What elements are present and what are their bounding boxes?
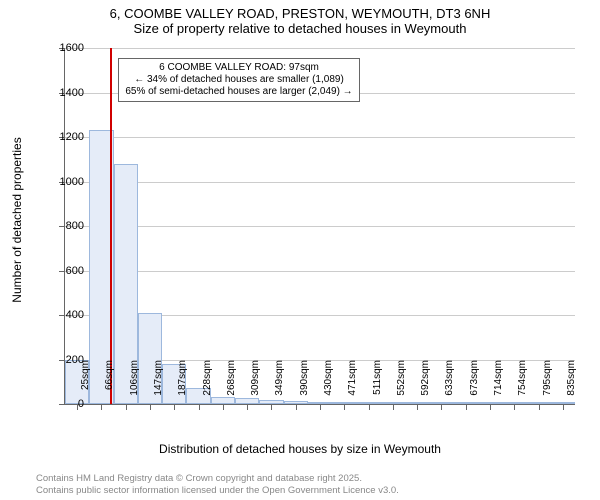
y-tick-label: 200 — [44, 354, 84, 366]
x-tick-label: 390sqm — [299, 360, 310, 400]
x-tick-label: 25sqm — [80, 360, 91, 400]
x-tick — [199, 404, 200, 410]
x-tick-label: 309sqm — [250, 360, 261, 400]
y-axis-title: Number of detached properties — [10, 137, 24, 302]
x-tick-label: 268sqm — [226, 360, 237, 400]
reference-line — [110, 48, 112, 404]
x-tick-label: 187sqm — [177, 360, 188, 400]
gridline — [65, 226, 575, 227]
y-tick-label: 0 — [44, 398, 84, 410]
gridline — [65, 48, 575, 49]
x-tick-label: 228sqm — [202, 360, 213, 400]
x-tick-label: 147sqm — [153, 360, 164, 400]
x-tick — [539, 404, 540, 410]
y-tick-label: 1400 — [44, 87, 84, 99]
x-tick-label: 511sqm — [372, 360, 383, 400]
attribution-line1: Contains HM Land Registry data © Crown c… — [36, 473, 399, 484]
x-tick — [247, 404, 248, 410]
y-tick-label: 800 — [44, 220, 84, 232]
x-tick-label: 430sqm — [323, 360, 334, 400]
x-tick-label: 673sqm — [469, 360, 480, 400]
x-tick-label: 592sqm — [420, 360, 431, 400]
y-tick-label: 400 — [44, 309, 84, 321]
x-tick-label: 754sqm — [517, 360, 528, 400]
x-tick — [393, 404, 394, 410]
x-tick-label: 349sqm — [274, 360, 285, 400]
x-axis-title: Distribution of detached houses by size … — [0, 442, 600, 456]
x-tick-label: 714sqm — [493, 360, 504, 400]
x-tick — [417, 404, 418, 410]
chart-title-line2: Size of property relative to detached ho… — [0, 21, 600, 36]
gridline — [65, 271, 575, 272]
x-tick-label: 106sqm — [129, 360, 140, 400]
x-tick — [466, 404, 467, 410]
x-tick — [174, 404, 175, 410]
plot-area: 6 COOMBE VALLEY ROAD: 97sqm← 34% of deta… — [64, 48, 575, 405]
x-tick-label: 552sqm — [396, 360, 407, 400]
annotation-line: 6 COOMBE VALLEY ROAD: 97sqm — [125, 62, 352, 74]
y-tick-label: 1000 — [44, 176, 84, 188]
y-tick-label: 1200 — [44, 131, 84, 143]
x-tick — [369, 404, 370, 410]
gridline — [65, 137, 575, 138]
x-tick-label: 471sqm — [347, 360, 358, 400]
x-tick-label: 66sqm — [104, 360, 115, 400]
x-tick — [441, 404, 442, 410]
attribution-line2: Contains public sector information licen… — [36, 485, 399, 496]
x-tick — [101, 404, 102, 410]
x-tick — [296, 404, 297, 410]
x-tick — [514, 404, 515, 410]
x-tick-label: 795sqm — [542, 360, 553, 400]
annotation-line: 65% of semi-detached houses are larger (… — [125, 86, 352, 98]
x-tick — [320, 404, 321, 410]
x-tick-label: 835sqm — [566, 360, 577, 400]
x-tick-label: 633sqm — [444, 360, 455, 400]
x-tick — [344, 404, 345, 410]
attribution-text: Contains HM Land Registry data © Crown c… — [36, 473, 399, 496]
annotation-line: ← 34% of detached houses are smaller (1,… — [125, 74, 352, 86]
y-tick-label: 600 — [44, 265, 84, 277]
x-tick — [490, 404, 491, 410]
x-tick — [223, 404, 224, 410]
figure-container: 6, COOMBE VALLEY ROAD, PRESTON, WEYMOUTH… — [0, 0, 600, 500]
x-tick — [563, 404, 564, 410]
y-tick-label: 1600 — [44, 42, 84, 54]
x-tick — [126, 404, 127, 410]
gridline — [65, 182, 575, 183]
x-tick — [271, 404, 272, 410]
annotation-box: 6 COOMBE VALLEY ROAD: 97sqm← 34% of deta… — [118, 58, 359, 102]
x-tick — [150, 404, 151, 410]
chart-title-line1: 6, COOMBE VALLEY ROAD, PRESTON, WEYMOUTH… — [0, 0, 600, 21]
